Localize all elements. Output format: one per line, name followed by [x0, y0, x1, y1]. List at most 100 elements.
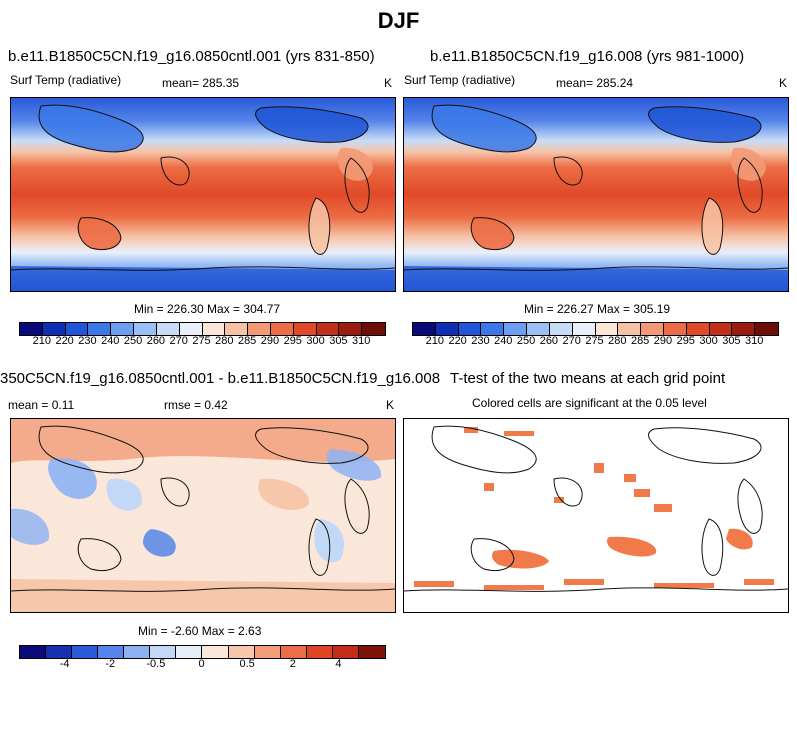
colorbar-tick-label: 230 — [78, 335, 97, 347]
colorbar-cell — [641, 323, 664, 335]
colorbar-tick-label: 280 — [215, 335, 234, 347]
colorbar-cell — [595, 323, 619, 335]
colorbar-cell — [225, 323, 249, 335]
colorbar-cell — [134, 323, 157, 335]
colorbar-cell — [176, 646, 203, 658]
colorbar-cell — [20, 323, 43, 335]
temperature-map-control — [11, 98, 395, 291]
colorbar-cell — [124, 646, 151, 658]
panel-title-case: b.e11.B1850C5CN.f19_g16.008 (yrs 981-100… — [430, 48, 745, 65]
panel-title-difference: 350C5CN.f19_g16.0850cntl.001 - b.e11.B18… — [0, 370, 441, 387]
colorbar-tick-label: 260 — [539, 335, 559, 347]
colorbar-cell — [65, 323, 89, 335]
colorbar-tick-label: 280 — [608, 335, 627, 347]
difference-map — [11, 419, 395, 612]
colorbar-cell — [20, 646, 47, 658]
colorbar-tick-label: 275 — [192, 335, 211, 347]
colorbar-temp-right-ticks: 210 220 230 240 250 260 270 275 280 285 290 295 300 3… — [412, 335, 777, 349]
units-label-control: K — [384, 76, 393, 90]
colorbar-cell — [46, 646, 73, 658]
colorbar-tick-label: 240 — [101, 335, 120, 347]
colorbar-cell — [755, 323, 778, 335]
colorbar-tick-label: -0.5 — [146, 658, 166, 670]
colorbar-temp-right — [412, 322, 779, 336]
ttest-map — [404, 425, 788, 592]
colorbar-cell — [72, 646, 99, 658]
colorbar-tick-label: 305 — [329, 335, 348, 347]
colorbar-tick-label: 210 — [32, 335, 51, 347]
map-panel-control — [10, 97, 396, 292]
colorbar-tick-label: 310 — [352, 335, 371, 347]
colorbar-cell — [527, 323, 550, 335]
colorbar-cell — [293, 323, 317, 335]
colorbar-cell — [435, 323, 459, 335]
colorbar-cell — [88, 323, 112, 335]
variable-label-control: Surf Temp (radiative) — [10, 73, 122, 87]
mean-label-case: mean= 285.24 — [556, 76, 634, 90]
colorbar-tick-label: 260 — [146, 335, 166, 347]
colorbar-tick-label: 300 — [699, 335, 718, 347]
colorbar-cell — [504, 323, 528, 335]
colorbar-tick-label: 295 — [283, 335, 302, 347]
map-panel-ttest — [403, 418, 789, 613]
colorbar-cell — [306, 646, 333, 658]
stats-label-control: Min = 226.30 Max = 304.77 — [134, 302, 281, 316]
colorbar-tick-label: 290 — [653, 335, 673, 347]
stats-label-case: Min = 226.27 Max = 305.19 — [524, 302, 671, 316]
colorbar-cell — [42, 323, 66, 335]
colorbar-tick-label: 285 — [630, 335, 650, 347]
colorbar-tick-label: 285 — [237, 335, 257, 347]
colorbar-tick-label: -2 — [105, 658, 116, 670]
colorbar-cell — [481, 323, 505, 335]
variable-label-case: Surf Temp (radiative) — [404, 73, 516, 87]
panel-title-ttest: T-test of the two means at each grid poi… — [450, 370, 726, 387]
colorbar-cell — [111, 323, 135, 335]
colorbar-cell — [458, 323, 482, 335]
colorbar-cell — [339, 323, 363, 335]
colorbar-tick-label: 4 — [335, 658, 342, 670]
ttest-subtitle: Colored cells are significant at the 0.0… — [472, 396, 707, 410]
colorbar-difference — [19, 645, 386, 659]
colorbar-cell — [732, 323, 756, 335]
units-label-case: K — [779, 76, 788, 90]
colorbar-cell — [202, 646, 229, 658]
colorbar-cell — [150, 646, 177, 658]
colorbar-cell — [254, 646, 281, 658]
colorbar-cell — [248, 323, 271, 335]
colorbar-cell — [709, 323, 733, 335]
map-panel-case — [403, 97, 789, 292]
colorbar-cell — [358, 646, 385, 658]
colorbar-tick-label: 300 — [306, 335, 325, 347]
colorbar-cell — [618, 323, 642, 335]
colorbar-tick-label: 240 — [494, 335, 513, 347]
colorbar-cell — [202, 323, 226, 335]
map-panel-difference — [10, 418, 396, 613]
colorbar-tick-label: -4 — [59, 658, 70, 670]
colorbar-tick-label: 250 — [123, 335, 143, 347]
colorbar-cell — [98, 646, 125, 658]
colorbar-tick-label: 210 — [425, 335, 444, 347]
colorbar-tick-label: 305 — [722, 335, 741, 347]
colorbar-tick-label: 270 — [169, 335, 188, 347]
colorbar-cell — [156, 323, 180, 335]
colorbar-tick-label: 220 — [55, 335, 74, 347]
colorbar-tick-label: 275 — [585, 335, 604, 347]
colorbar-tick-label: 310 — [745, 335, 764, 347]
colorbar-cell — [332, 646, 359, 658]
colorbar-cell — [686, 323, 710, 335]
colorbar-tick-label: 0.5 — [239, 658, 255, 670]
colorbar-cell — [270, 323, 294, 335]
colorbar-cell — [179, 323, 203, 335]
colorbar-cell — [572, 323, 596, 335]
colorbar-difference-ticks: -4 -2 -0.5 0 0.5 2 4 — [19, 658, 384, 672]
colorbar-cell — [413, 323, 436, 335]
colorbar-temp-left — [19, 322, 386, 336]
colorbar-cell — [549, 323, 573, 335]
colorbar-tick-label: 270 — [562, 335, 581, 347]
units-label-difference: K — [386, 398, 395, 412]
colorbar-cell — [228, 646, 255, 658]
colorbar-cell — [280, 646, 307, 658]
temperature-map-case — [404, 98, 788, 291]
mean-label-difference: mean = 0.11 — [8, 398, 75, 412]
panel-title-control: b.e11.B1850C5CN.f19_g16.0850cntl.001 (yr… — [8, 48, 375, 65]
